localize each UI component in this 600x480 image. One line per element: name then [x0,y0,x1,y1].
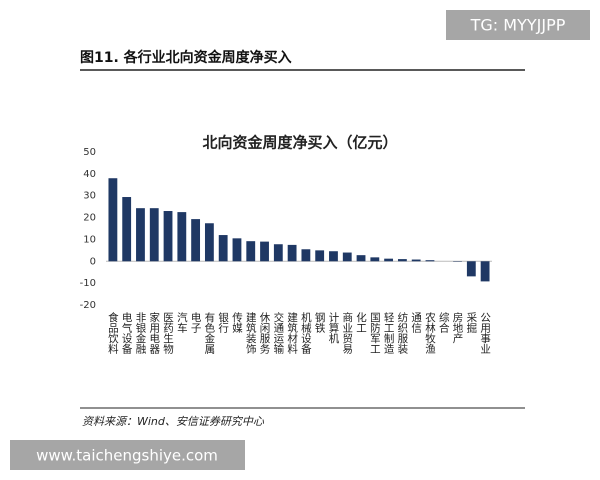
figure-title: 图11. 各行业北向资金周度净买入 [80,49,292,66]
x-tick-label: 商业贸易 [341,311,353,355]
x-tick-label: 医药生物 [162,312,174,355]
x-tick-label: 公用事业 [479,312,491,354]
x-tick-label: 传媒 [231,312,243,334]
watermark-box [446,10,590,40]
x-tick-label: 化工 [355,311,367,333]
bar [356,255,366,262]
x-tick-label: 汽车 [176,311,188,334]
bar [466,261,476,277]
bar [260,241,269,262]
x-tick-label: 食品饮料 [107,311,119,355]
x-tick-label: 银行 [217,311,229,334]
y-tick-label: 30 [83,191,96,202]
x-tick-label: 轻工制造 [383,311,395,354]
bar [342,252,352,262]
x-tick-label: 农林牧渔 [424,311,436,355]
watermark-box [10,440,245,470]
x-tick-label: 房地产 [452,311,464,344]
bar [218,235,228,262]
bar [301,249,311,262]
bar [246,241,256,262]
y-tick-label: 20 [83,213,96,224]
bar [191,219,201,262]
bar [329,251,338,262]
bar [273,244,283,262]
bar [108,178,118,262]
x-tick-label: 休闲服务 [259,312,271,355]
bar [136,208,145,262]
x-tick-label: 电气设备 [121,311,133,355]
x-tick-label: 非银金融 [134,312,146,355]
x-tick-label: 采掘 [465,312,477,334]
bar [149,208,159,262]
bar [163,211,173,262]
bar [425,260,435,262]
x-tick-label: 建筑材料 [286,311,298,355]
bar [204,223,214,262]
y-tick-label: -20 [80,300,96,311]
x-tick-label: 电子 [190,311,202,333]
chart-title: 北向资金周度净买入（亿元） [202,134,397,152]
bar [232,238,242,262]
x-tick-label: 钢铁 [314,311,326,334]
y-tick-label: 10 [83,234,96,245]
bar [480,261,490,282]
x-tick-label: 国防军工 [369,312,381,354]
bar [411,259,421,262]
bar [370,257,380,262]
y-tick-label: 50 [83,147,96,158]
y-tick-label: 40 [83,169,96,180]
bar [384,258,394,262]
x-tick-label: 综合 [438,311,450,334]
bar [177,212,187,262]
x-tick-label: 建筑装饰 [245,311,257,355]
x-tick-label: 交通运输 [272,311,284,355]
x-tick-label: 有色金属 [203,311,215,355]
bar [397,259,407,262]
watermark: TG: MYYJJPP [470,16,566,35]
x-tick-label: 纺织服装 [396,311,408,355]
y-tick-label: -10 [80,278,96,289]
x-tick-label: 通信 [410,312,422,334]
bar [315,250,325,262]
source: 资料来源：Wind、安信证券研究中心 [82,415,265,428]
bar [122,197,132,262]
watermark: www.taichengshiye.com [36,447,218,465]
x-tick-label: 计算机 [327,311,339,344]
x-tick-label: 机械设备 [300,311,312,355]
bar [287,244,297,262]
y-tick-label: 0 [90,256,96,267]
x-tick-label: 家用电器 [148,311,160,355]
